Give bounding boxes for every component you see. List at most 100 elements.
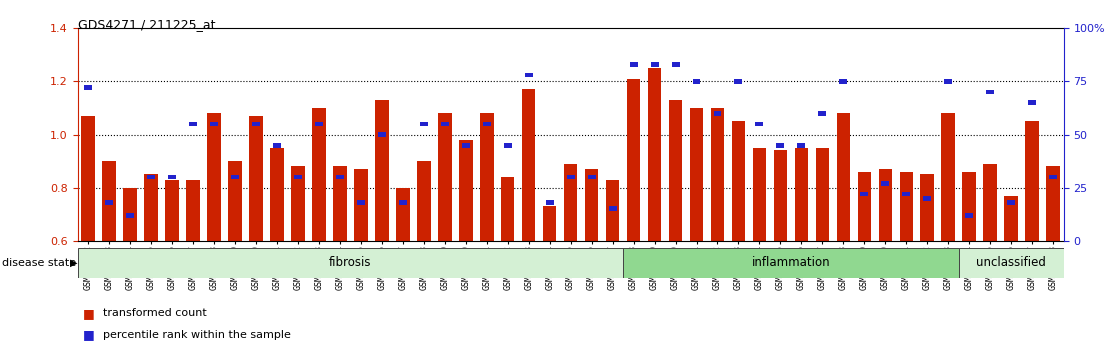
Bar — [165, 180, 178, 241]
Bar — [963, 172, 976, 241]
Bar — [504, 143, 512, 148]
Bar — [543, 206, 556, 241]
Bar — [1028, 100, 1036, 105]
Bar — [815, 148, 829, 241]
Bar — [965, 213, 973, 218]
Bar — [902, 192, 911, 196]
Text: percentile rank within the sample: percentile rank within the sample — [103, 330, 291, 339]
Bar — [207, 113, 220, 241]
Bar — [417, 161, 431, 241]
Bar — [123, 188, 136, 241]
Text: fibrosis: fibrosis — [329, 256, 371, 269]
Bar — [837, 113, 850, 241]
Bar — [900, 172, 913, 241]
Bar — [566, 175, 575, 179]
Bar — [629, 62, 637, 67]
Bar — [714, 111, 721, 116]
Bar — [756, 121, 763, 126]
Bar — [669, 100, 683, 241]
Text: disease state: disease state — [2, 258, 76, 268]
Bar — [294, 175, 301, 179]
Bar — [710, 108, 725, 241]
Bar — [819, 111, 827, 116]
Bar — [81, 116, 95, 241]
Text: GDS4271 / 211225_at: GDS4271 / 211225_at — [78, 18, 215, 31]
Text: unclassified: unclassified — [976, 256, 1046, 269]
Bar — [1005, 195, 1018, 241]
Bar — [798, 143, 806, 148]
Bar — [291, 166, 305, 241]
Text: ■: ■ — [83, 307, 95, 320]
Bar — [689, 108, 704, 241]
Bar — [312, 108, 326, 241]
Bar — [126, 213, 134, 218]
Bar — [273, 143, 280, 148]
Bar — [168, 175, 176, 179]
Bar — [840, 79, 848, 84]
Bar — [671, 62, 679, 67]
Bar — [921, 175, 934, 241]
Bar — [189, 121, 197, 126]
Bar — [84, 85, 92, 90]
Bar — [606, 180, 619, 241]
Bar — [462, 143, 470, 148]
Bar — [1025, 121, 1039, 241]
Bar — [608, 206, 616, 211]
Bar — [564, 164, 577, 241]
Bar — [735, 79, 742, 84]
Text: ■: ■ — [83, 328, 95, 341]
Bar — [102, 161, 116, 241]
Bar — [315, 121, 322, 126]
Bar — [627, 79, 640, 241]
Bar — [585, 169, 598, 241]
Bar — [441, 121, 449, 126]
Bar — [1049, 175, 1057, 179]
Bar — [692, 79, 700, 84]
Bar — [375, 100, 389, 241]
Bar — [1007, 200, 1015, 205]
Bar — [249, 116, 263, 241]
Bar — [944, 79, 952, 84]
Bar — [731, 121, 746, 241]
Bar — [525, 73, 533, 78]
Bar — [336, 175, 343, 179]
Bar — [794, 148, 808, 241]
Bar — [459, 140, 472, 241]
Bar — [650, 62, 658, 67]
Bar — [186, 180, 199, 241]
Bar — [522, 90, 535, 241]
Bar — [942, 113, 955, 241]
Bar — [861, 192, 869, 196]
Bar — [147, 175, 155, 179]
Bar — [438, 113, 452, 241]
Bar — [230, 175, 239, 179]
Bar — [105, 200, 113, 205]
Bar — [334, 166, 347, 241]
Bar — [923, 196, 932, 201]
Bar — [984, 164, 997, 241]
Bar — [623, 248, 958, 278]
Bar — [879, 169, 892, 241]
Text: transformed count: transformed count — [103, 308, 207, 318]
Text: ▶: ▶ — [70, 258, 78, 268]
Bar — [858, 172, 871, 241]
Bar — [396, 188, 410, 241]
Bar — [986, 90, 994, 95]
Bar — [353, 169, 368, 241]
Bar — [420, 121, 428, 126]
Bar — [399, 200, 407, 205]
Bar — [144, 175, 157, 241]
Bar — [480, 113, 493, 241]
Bar — [545, 200, 554, 205]
Bar — [1046, 166, 1060, 241]
Bar — [648, 68, 661, 241]
Bar — [378, 132, 386, 137]
Bar — [228, 161, 242, 241]
Bar — [587, 175, 596, 179]
Bar — [881, 181, 890, 186]
Text: inflammation: inflammation — [751, 256, 830, 269]
Bar — [501, 177, 514, 241]
Bar — [958, 248, 1064, 278]
Bar — [209, 121, 218, 126]
Bar — [357, 200, 365, 205]
